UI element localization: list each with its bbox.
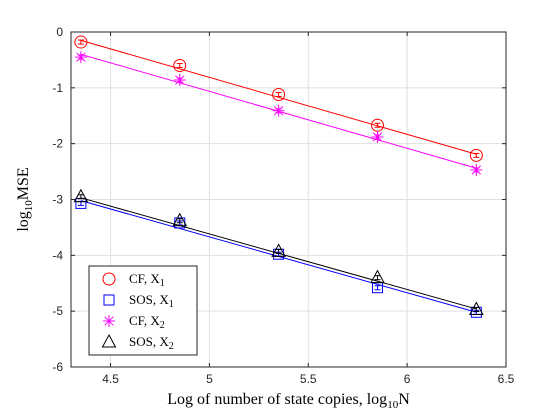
series-2-point-3 — [371, 130, 384, 143]
series-2-point-1 — [173, 74, 186, 87]
series-3-point-3 — [370, 269, 385, 284]
legend-marker-1 — [103, 294, 115, 306]
legend-marker-3 — [101, 333, 117, 348]
legend-label-1: SOS, X1 — [129, 292, 174, 310]
legend-label-0: CF, X1 — [129, 271, 165, 289]
legend-label-2: CF, X2 — [129, 313, 165, 331]
y-tick-label-3: -3 — [52, 193, 63, 207]
x-axis-label: Log of number of state copies, log10N — [167, 391, 410, 411]
legend-label-3: SOS, X2 — [129, 334, 174, 352]
series-2-point-0 — [74, 51, 87, 64]
series-0-point-2 — [272, 88, 286, 102]
series-0-point-4 — [469, 148, 483, 162]
series-2-point-4 — [470, 163, 483, 176]
legend-marker-2 — [103, 315, 115, 327]
y-tick-label-1: -1 — [52, 81, 63, 95]
legend-marker-0 — [102, 272, 116, 286]
series-3-point-1 — [172, 212, 188, 227]
x-tick-label-2: 5.5 — [300, 372, 317, 386]
y-tick-label-6: -6 — [52, 360, 63, 374]
series-0-point-1 — [173, 59, 187, 72]
y-tick-label-4: -4 — [52, 248, 63, 262]
series-3-point-4 — [469, 301, 484, 315]
series-0-point-0 — [74, 35, 88, 49]
series-3-point-2 — [271, 243, 286, 257]
series-2-point-2 — [272, 104, 285, 117]
x-tick-label-0: 4.5 — [102, 372, 119, 386]
y-axis-label: log10MSE — [15, 167, 35, 231]
y-tick-label-0: 0 — [56, 25, 63, 39]
legend-box — [88, 265, 198, 356]
y-tick-label-2: -2 — [52, 137, 63, 151]
x-tick-label-1: 5 — [206, 372, 213, 386]
y-tick-label-5: -5 — [52, 304, 63, 318]
x-tick-label-3: 6 — [404, 372, 411, 386]
series-3-point-0 — [73, 188, 89, 203]
series-0-fit-line — [80, 39, 477, 155]
x-tick-label-4: 6.5 — [498, 372, 515, 386]
